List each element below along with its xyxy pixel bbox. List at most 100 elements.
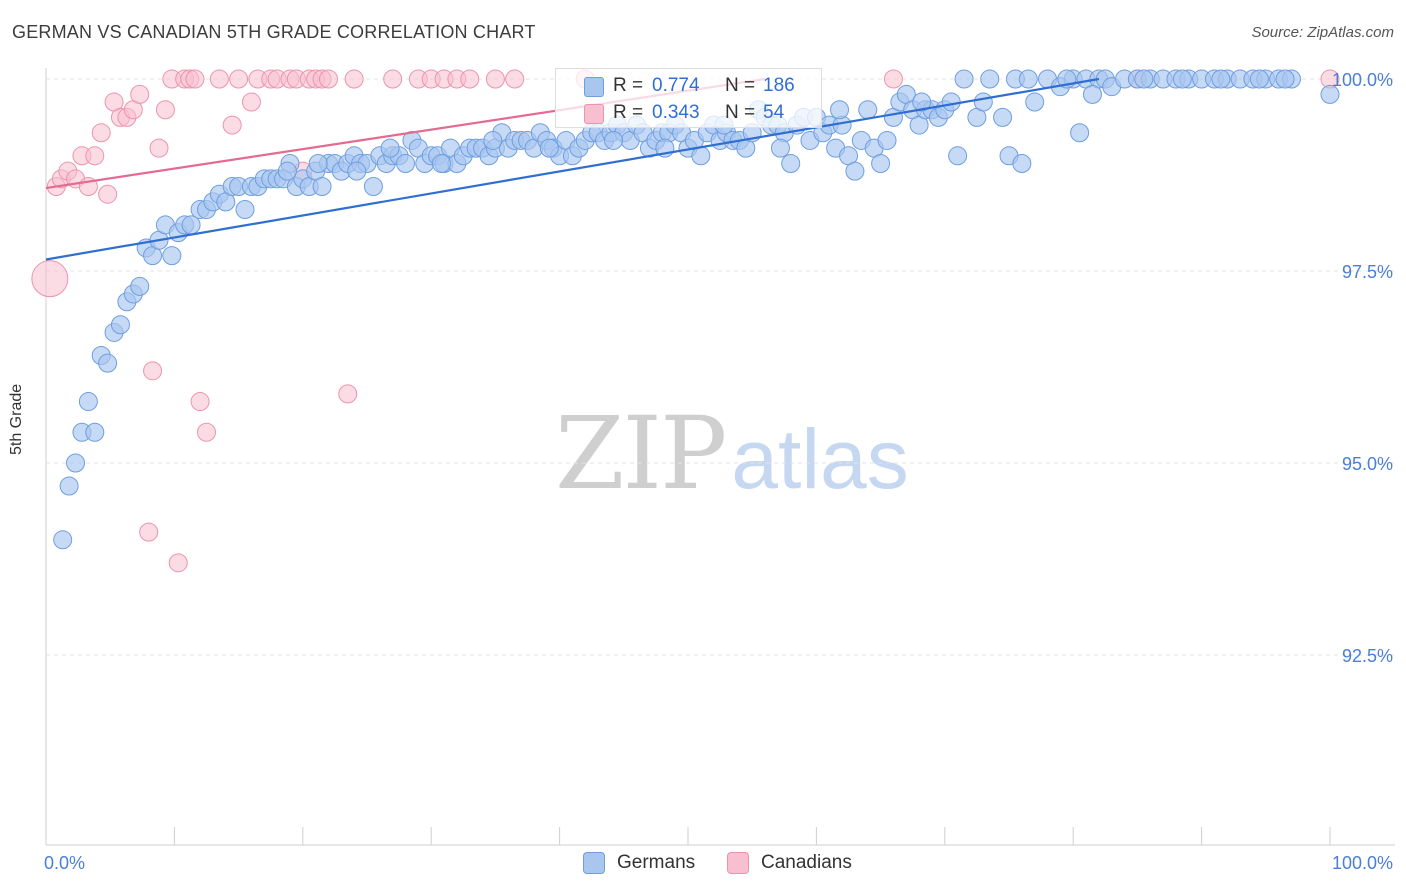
german-point xyxy=(130,276,150,296)
german-point xyxy=(1249,69,1269,89)
german-point xyxy=(948,146,968,166)
series-legend-canadians[interactable]: Canadians xyxy=(727,852,852,874)
canadian-point xyxy=(460,69,480,89)
german-point xyxy=(1012,153,1032,173)
canadian-point xyxy=(197,422,216,442)
canadian-point xyxy=(185,69,205,89)
y-tick-label: 95.0% xyxy=(1342,454,1393,474)
canadian-point xyxy=(883,69,903,89)
canadian-point xyxy=(143,361,163,381)
german-point xyxy=(1320,84,1340,104)
series-label-canadians: Canadians xyxy=(761,852,852,873)
german-point xyxy=(483,130,503,150)
german-point xyxy=(830,100,850,120)
german-point xyxy=(110,315,130,335)
german-point xyxy=(396,153,416,173)
x-tick-label: 100.0% xyxy=(1332,853,1393,873)
canadian-point xyxy=(155,100,175,120)
german-point xyxy=(78,392,98,412)
canadian-point xyxy=(338,384,358,404)
canadian-point xyxy=(168,553,188,573)
canadian-point xyxy=(31,260,69,298)
legend-n-label-canadians: N = xyxy=(725,102,756,123)
german-point xyxy=(858,100,878,120)
y-tick-label: 92.5% xyxy=(1342,646,1393,666)
canadian-point xyxy=(139,522,159,542)
german-point xyxy=(1025,92,1045,112)
german-point xyxy=(877,130,897,150)
canadian-point xyxy=(130,84,150,104)
label-layer: 92.5% 95.0% 97.5% 100.0% 0.0% 100.0% xyxy=(44,70,1393,873)
watermark: ZIPatlas xyxy=(555,395,909,512)
german-point xyxy=(85,422,105,442)
german-point xyxy=(66,453,86,473)
canadian-point xyxy=(98,184,118,204)
canadian-point xyxy=(485,69,505,89)
german-point xyxy=(604,130,624,150)
canadian-point xyxy=(190,392,210,412)
german-point xyxy=(912,92,932,112)
german-point xyxy=(993,107,1013,127)
german-point xyxy=(1275,69,1295,89)
german-point xyxy=(59,476,79,496)
series-legend-germans[interactable]: Germans xyxy=(583,852,695,874)
canadian-point xyxy=(85,146,105,166)
german-point xyxy=(308,153,328,173)
series-swatch-germans xyxy=(583,852,605,874)
canadian-point xyxy=(229,69,249,89)
german-point xyxy=(431,153,451,173)
german-point xyxy=(235,200,255,220)
canadian-point xyxy=(344,69,364,89)
german-point xyxy=(347,161,367,181)
y-tick-label: 97.5% xyxy=(1342,262,1393,282)
german-point xyxy=(1211,69,1231,89)
legend-n-label-germans: N = xyxy=(725,75,756,96)
source-text: Source: ZipAtlas.com xyxy=(1251,24,1394,41)
german-point xyxy=(941,92,961,112)
canadian-point xyxy=(318,69,338,89)
german-point xyxy=(98,353,118,373)
canadian-point xyxy=(91,123,111,143)
german-point xyxy=(1172,69,1192,89)
legend-r-label-germans: R = xyxy=(613,75,644,96)
legend-r-value-germans: 0.774 xyxy=(652,75,700,96)
canadian-point xyxy=(209,69,229,89)
german-point xyxy=(53,530,73,550)
german-point xyxy=(1070,123,1090,143)
watermark-zip: ZIP xyxy=(555,395,727,512)
german-point xyxy=(954,69,974,89)
german-point xyxy=(691,146,711,166)
german-point xyxy=(973,92,993,112)
x-tick-label: 0.0% xyxy=(44,853,85,873)
german-point xyxy=(1134,69,1154,89)
watermark-atlas: atlas xyxy=(731,412,909,506)
german-point xyxy=(277,161,297,181)
german-point xyxy=(845,161,865,181)
german-point xyxy=(1018,69,1038,89)
german-point xyxy=(380,138,400,158)
german-point xyxy=(363,177,383,197)
series-swatch-canadians xyxy=(727,852,749,874)
german-point xyxy=(312,177,332,197)
grid-layer xyxy=(46,78,1395,656)
german-point xyxy=(781,153,801,173)
legend-swatch-canadians xyxy=(584,104,604,124)
legend-r-label-canadians: R = xyxy=(613,102,644,123)
y-tick-label: 100.0% xyxy=(1332,70,1393,90)
canadian-point xyxy=(383,69,403,89)
legend-n-value-canadians: 54 xyxy=(763,102,785,123)
canadian-point xyxy=(149,138,169,158)
german-point xyxy=(1082,84,1102,104)
legend-n-value-germans: 186 xyxy=(763,75,795,96)
canadian-point xyxy=(222,115,242,135)
canadian-point xyxy=(505,69,525,89)
german-point xyxy=(162,246,182,266)
canadian-point xyxy=(241,92,261,112)
german-point xyxy=(770,138,790,158)
german-point xyxy=(871,153,891,173)
points-layer xyxy=(31,69,1340,573)
chart-title: GERMAN VS CANADIAN 5TH GRADE CORRELATION… xyxy=(12,22,536,42)
legend-swatch-germans xyxy=(584,77,604,97)
axis-layer xyxy=(45,68,1395,846)
